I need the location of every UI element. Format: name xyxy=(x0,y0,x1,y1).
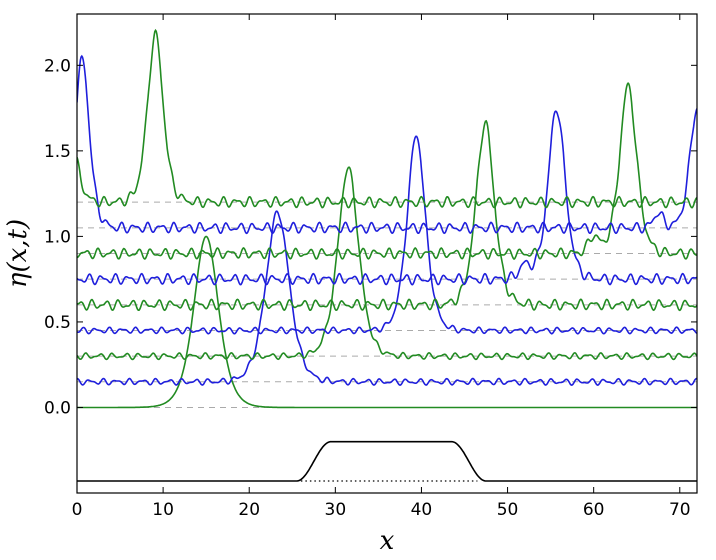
series-line-7 xyxy=(77,54,697,235)
series-group xyxy=(77,28,697,409)
x-tick-label: 10 xyxy=(152,500,174,520)
x-tick-label: 30 xyxy=(325,500,347,520)
y-tick-label: 0.0 xyxy=(44,398,71,418)
x-tick-label: 20 xyxy=(238,500,260,520)
series-line-2 xyxy=(77,166,697,361)
x-axis-label: x xyxy=(380,526,395,556)
series-line-4 xyxy=(77,119,697,312)
x-tick-label: 60 xyxy=(583,500,605,520)
y-tick-label: 2.0 xyxy=(44,56,71,76)
bottom-profile-line xyxy=(77,440,697,482)
y-tick-label: 1.5 xyxy=(44,142,71,162)
series-line-6 xyxy=(77,81,697,260)
series-line-8 xyxy=(77,28,697,209)
bottom-profile-group xyxy=(77,440,697,482)
x-tick-label: 40 xyxy=(411,500,433,520)
series-line-5 xyxy=(77,110,697,286)
plot-frame xyxy=(76,13,698,494)
series-line-3 xyxy=(77,135,697,335)
y-tick-label: 0.5 xyxy=(44,313,71,333)
tick-group: 0 10 20 30 40 50 60 70 0.0 0.5 1.0 1.5 2.0 xyxy=(44,14,697,520)
x-tick-label: 0 xyxy=(72,500,83,520)
x-tick-label: 50 xyxy=(497,500,519,520)
x-tick-label: 70 xyxy=(669,500,691,520)
y-axis-label: η(x,t) xyxy=(3,219,33,288)
y-tick-label: 1.0 xyxy=(44,227,71,247)
series-line-1 xyxy=(77,210,697,386)
